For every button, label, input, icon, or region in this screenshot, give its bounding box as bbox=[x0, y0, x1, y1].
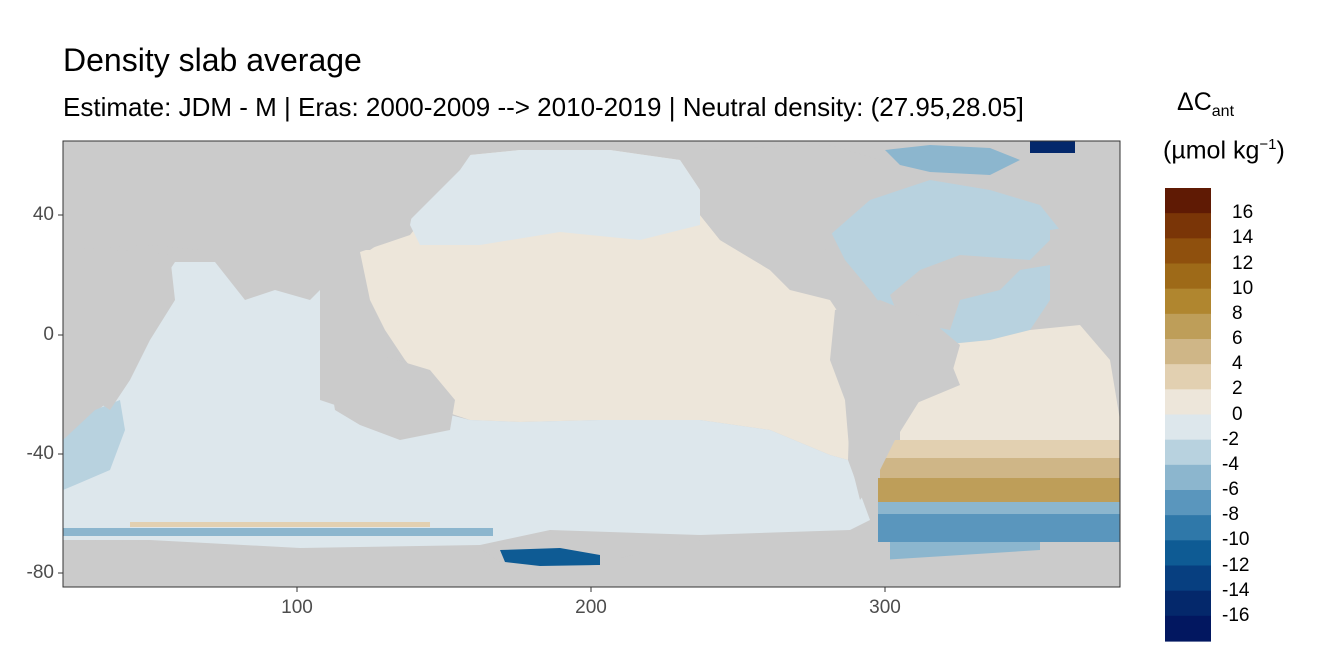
australia-landmass bbox=[330, 355, 455, 440]
legend-label: 0 bbox=[1232, 403, 1243, 425]
map-panel bbox=[58, 140, 1121, 592]
legend-unit-exponent: −1 bbox=[1259, 136, 1277, 153]
europe-landmass bbox=[1050, 220, 1120, 330]
legend-label: 10 bbox=[1232, 277, 1254, 299]
legend-swatch bbox=[1165, 213, 1211, 239]
greenland-sea-patch bbox=[885, 145, 1020, 175]
x-tick-label: 100 bbox=[281, 597, 313, 618]
x-axis-ticks bbox=[296, 587, 886, 592]
antarctic-coast-band-2 bbox=[130, 522, 430, 527]
legend-label: -4 bbox=[1222, 453, 1239, 475]
legend-unit-suffix: ) bbox=[1276, 136, 1285, 165]
sa-band-1 bbox=[880, 440, 1120, 458]
y-tick-label: 40 bbox=[32, 204, 54, 225]
legend-swatch bbox=[1165, 439, 1211, 466]
legend-label: -10 bbox=[1222, 529, 1250, 551]
y-tick-label: -40 bbox=[26, 443, 54, 464]
y-axis-ticks bbox=[58, 214, 63, 574]
eurasia-landmass bbox=[63, 141, 480, 255]
x-tick-label: 200 bbox=[575, 597, 607, 618]
plot-title: Density slab average bbox=[63, 42, 362, 78]
legend-label: 4 bbox=[1232, 353, 1243, 375]
legend-swatch bbox=[1165, 615, 1211, 642]
legend-swatch bbox=[1165, 414, 1211, 441]
arctic-dark-patch bbox=[1030, 141, 1075, 153]
legend-title-symbol: ΔC bbox=[1177, 88, 1212, 116]
legend-swatch bbox=[1165, 339, 1211, 365]
legend-swatch bbox=[1165, 263, 1211, 290]
legend-colorbar bbox=[1165, 188, 1211, 642]
legend-label: -16 bbox=[1222, 604, 1250, 626]
y-tick-label: 0 bbox=[43, 324, 54, 345]
legend-label: -6 bbox=[1222, 479, 1239, 500]
south-america-landmass bbox=[830, 300, 960, 500]
sa-band-3 bbox=[878, 478, 1120, 502]
x-tick-label: 300 bbox=[869, 597, 901, 618]
legend-title-subscript: ant bbox=[1211, 103, 1235, 120]
antarctic-coast-band bbox=[63, 528, 493, 536]
legend-label: -14 bbox=[1222, 579, 1250, 601]
legend-swatch bbox=[1165, 490, 1211, 516]
legend-label: 2 bbox=[1232, 378, 1243, 400]
north-pacific-region bbox=[410, 150, 700, 245]
sa-band-5 bbox=[878, 514, 1120, 542]
legend-label: -8 bbox=[1222, 504, 1239, 526]
legend-label: 16 bbox=[1232, 202, 1254, 224]
plot-subtitle: Estimate: JDM - M | Eras: 2000-2009 --> … bbox=[63, 92, 1024, 122]
west-indian-patch bbox=[63, 400, 125, 490]
legend-swatch bbox=[1165, 590, 1211, 617]
legend-swatch bbox=[1165, 288, 1211, 315]
sa-band-2 bbox=[880, 458, 1120, 478]
legend-swatch bbox=[1165, 515, 1211, 541]
africa-landmass bbox=[63, 250, 175, 410]
legend-label: 12 bbox=[1232, 252, 1254, 274]
legend-swatch bbox=[1165, 313, 1211, 340]
y-tick-label: -80 bbox=[26, 562, 54, 583]
legend-label: -2 bbox=[1222, 428, 1239, 450]
antarctica-landmass bbox=[63, 535, 1120, 587]
legend-swatch bbox=[1165, 565, 1211, 592]
legend-swatch bbox=[1165, 540, 1211, 567]
legend-swatch bbox=[1165, 464, 1211, 491]
sa-band-4 bbox=[878, 502, 1120, 514]
legend-label: -12 bbox=[1222, 554, 1250, 576]
north-america-landmass bbox=[700, 145, 880, 290]
legend-label: 6 bbox=[1232, 328, 1243, 349]
legend-title: ΔCant bbox=[1177, 88, 1234, 121]
legend-unit-prefix: (µmol kg bbox=[1163, 136, 1260, 165]
indian-southern-ocean-region bbox=[63, 262, 870, 548]
legend-label: 14 bbox=[1232, 227, 1254, 249]
legend-swatch bbox=[1165, 188, 1211, 214]
legend-swatch bbox=[1165, 389, 1211, 416]
legend-unit: (µmol kg−1) bbox=[1163, 136, 1285, 165]
ross-sea-patch bbox=[500, 548, 600, 566]
legend-label: 8 bbox=[1232, 302, 1243, 324]
legend-swatch bbox=[1165, 238, 1211, 265]
legend-swatch bbox=[1165, 364, 1211, 390]
